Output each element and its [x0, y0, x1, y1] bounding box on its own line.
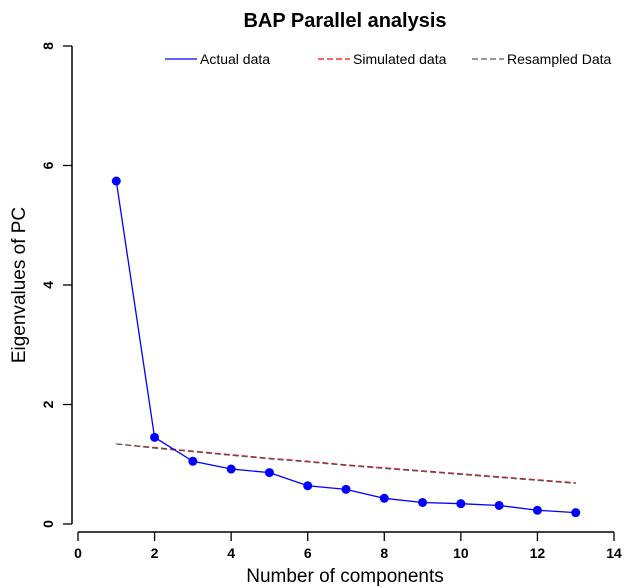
actual-data-point	[226, 464, 236, 474]
actual-data-point	[341, 484, 351, 494]
x-tick-label: 14	[606, 545, 622, 561]
legend-label: Simulated data	[353, 51, 447, 67]
actual-data-point	[150, 432, 160, 442]
legend-item-resampled-data: Resampled Data	[472, 51, 611, 67]
y-axis-label: Eigenvalues of PC	[9, 207, 30, 363]
actual-data-point	[456, 499, 466, 509]
x-axis-label: Number of components	[246, 566, 444, 587]
y-tick-label: 4	[40, 281, 56, 289]
actual-data-point	[494, 500, 504, 510]
actual-data-point	[418, 497, 428, 507]
x-tick-label: 6	[304, 545, 312, 561]
x-tick-label: 12	[530, 545, 546, 561]
x-tick-label: 4	[227, 545, 235, 561]
actual-data-point	[264, 468, 274, 478]
x-tick-label: 2	[151, 545, 159, 561]
y-axis-ticks: 0 2 4 6 8	[40, 42, 72, 528]
x-tick-label: 8	[380, 545, 388, 561]
legend-label: Actual data	[200, 51, 270, 67]
legend: Actual data Simulated data Resampled Data	[165, 51, 611, 67]
simulated-data-line	[116, 443, 576, 484]
y-tick-label: 6	[40, 161, 56, 169]
actual-data-point	[303, 481, 313, 491]
actual-data-point	[111, 176, 121, 186]
actual-data-point	[532, 505, 542, 515]
actual-data-point	[571, 508, 581, 518]
actual-data-point	[188, 456, 198, 466]
x-axis-ticks: 0 2 4 6 8 10 12 14	[74, 532, 622, 561]
chart-title: BAP Parallel analysis	[243, 10, 446, 32]
legend-item-simulated-data: Simulated data	[318, 51, 447, 67]
resampled-data-line	[116, 443, 576, 484]
actual-data-line	[115, 180, 576, 514]
y-tick-label: 2	[40, 400, 56, 408]
y-tick-label: 0	[40, 520, 56, 528]
actual-data-point	[379, 493, 389, 503]
series-layer	[111, 176, 581, 518]
x-tick-label: 0	[74, 545, 82, 561]
y-tick-label: 8	[40, 42, 56, 50]
legend-item-actual-data: Actual data	[165, 51, 270, 67]
x-tick-label: 10	[453, 545, 469, 561]
legend-label: Resampled Data	[507, 51, 611, 67]
